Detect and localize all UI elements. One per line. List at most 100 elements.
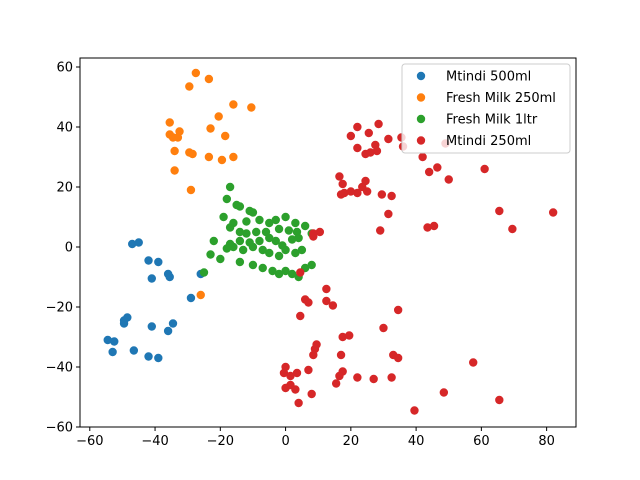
data-point <box>274 224 284 234</box>
data-point <box>258 263 267 273</box>
data-point <box>265 233 274 243</box>
data-point <box>346 187 356 196</box>
data-point <box>154 257 163 267</box>
data-point <box>281 212 290 222</box>
data-point <box>353 143 362 153</box>
data-point <box>338 179 347 189</box>
y-tick-label: 0 <box>65 241 73 256</box>
data-point <box>291 248 300 258</box>
data-point <box>304 298 313 307</box>
data-point <box>384 134 393 144</box>
data-point <box>255 236 264 246</box>
x-tick-label: −20 <box>207 434 234 449</box>
data-point <box>374 119 383 129</box>
data-point <box>384 209 393 219</box>
data-point <box>191 68 201 78</box>
data-point <box>188 149 197 159</box>
data-point <box>147 274 156 283</box>
data-point <box>287 269 297 279</box>
data-point <box>362 187 372 196</box>
data-point <box>147 322 156 331</box>
data-point <box>353 188 362 198</box>
data-point <box>265 248 274 258</box>
data-point <box>304 365 313 375</box>
data-point <box>345 331 354 340</box>
data-point <box>279 368 289 378</box>
data-point <box>248 260 258 270</box>
data-point <box>480 164 489 174</box>
data-point <box>225 223 235 232</box>
y-tick-label: −60 <box>46 421 73 436</box>
data-point <box>307 389 316 399</box>
data-point <box>110 337 119 346</box>
data-point <box>274 269 284 279</box>
data-point <box>235 227 245 237</box>
data-point <box>170 166 179 175</box>
data-point <box>186 293 196 303</box>
data-point <box>170 146 179 156</box>
data-point <box>248 208 258 217</box>
data-point <box>168 133 178 142</box>
data-point <box>229 242 238 252</box>
data-point <box>286 371 295 381</box>
data-point <box>429 221 439 231</box>
legend-marker <box>416 114 426 124</box>
data-point <box>433 163 442 172</box>
data-point <box>163 326 173 336</box>
data-point <box>364 128 373 138</box>
x-tick-label: 0 <box>281 434 289 449</box>
data-point <box>235 202 245 211</box>
data-point <box>495 206 504 216</box>
data-point <box>274 251 284 261</box>
x-tick-label: 20 <box>343 434 360 449</box>
data-point <box>393 353 403 363</box>
data-point <box>186 185 196 195</box>
data-point <box>300 221 310 231</box>
data-point <box>424 167 434 177</box>
x-tick-label: 40 <box>408 434 425 449</box>
data-point <box>328 301 338 310</box>
data-point <box>222 244 232 253</box>
data-point <box>134 238 143 247</box>
data-point <box>393 305 403 315</box>
data-point <box>377 190 387 199</box>
data-point <box>248 242 258 252</box>
data-point <box>307 260 316 270</box>
data-point <box>103 335 112 345</box>
points-layer <box>103 68 558 415</box>
data-point <box>206 250 215 259</box>
data-point <box>204 152 214 162</box>
data-point <box>366 148 375 157</box>
data-point <box>271 215 280 225</box>
axes-layer: −60 −40 −20 0 20 40 60 80 −60 −40 −20 0 20 40 60 <box>46 57 577 449</box>
data-point <box>221 131 230 141</box>
data-point <box>229 152 238 162</box>
data-point <box>439 388 449 397</box>
data-point <box>379 323 388 333</box>
data-point <box>495 395 504 405</box>
data-point <box>252 227 261 237</box>
data-point <box>376 226 385 235</box>
data-point <box>229 100 238 109</box>
data-point <box>322 284 331 294</box>
y-tick-label: −20 <box>46 301 73 316</box>
data-point <box>335 371 344 381</box>
data-point <box>294 233 303 243</box>
data-point <box>444 175 453 184</box>
data-point <box>387 373 396 382</box>
data-point <box>165 272 174 282</box>
data-point <box>216 254 225 264</box>
data-point <box>338 332 347 342</box>
data-point <box>291 385 300 394</box>
legend-marker <box>416 71 426 81</box>
y-tick-label: −40 <box>46 361 73 376</box>
series-1 <box>165 68 256 300</box>
data-point <box>128 239 137 249</box>
plot-frame <box>79 57 577 428</box>
data-point <box>108 347 117 357</box>
data-point <box>217 155 227 165</box>
data-point <box>372 146 382 156</box>
legend-marker <box>416 93 426 102</box>
data-point <box>206 124 215 133</box>
data-point <box>225 182 235 192</box>
